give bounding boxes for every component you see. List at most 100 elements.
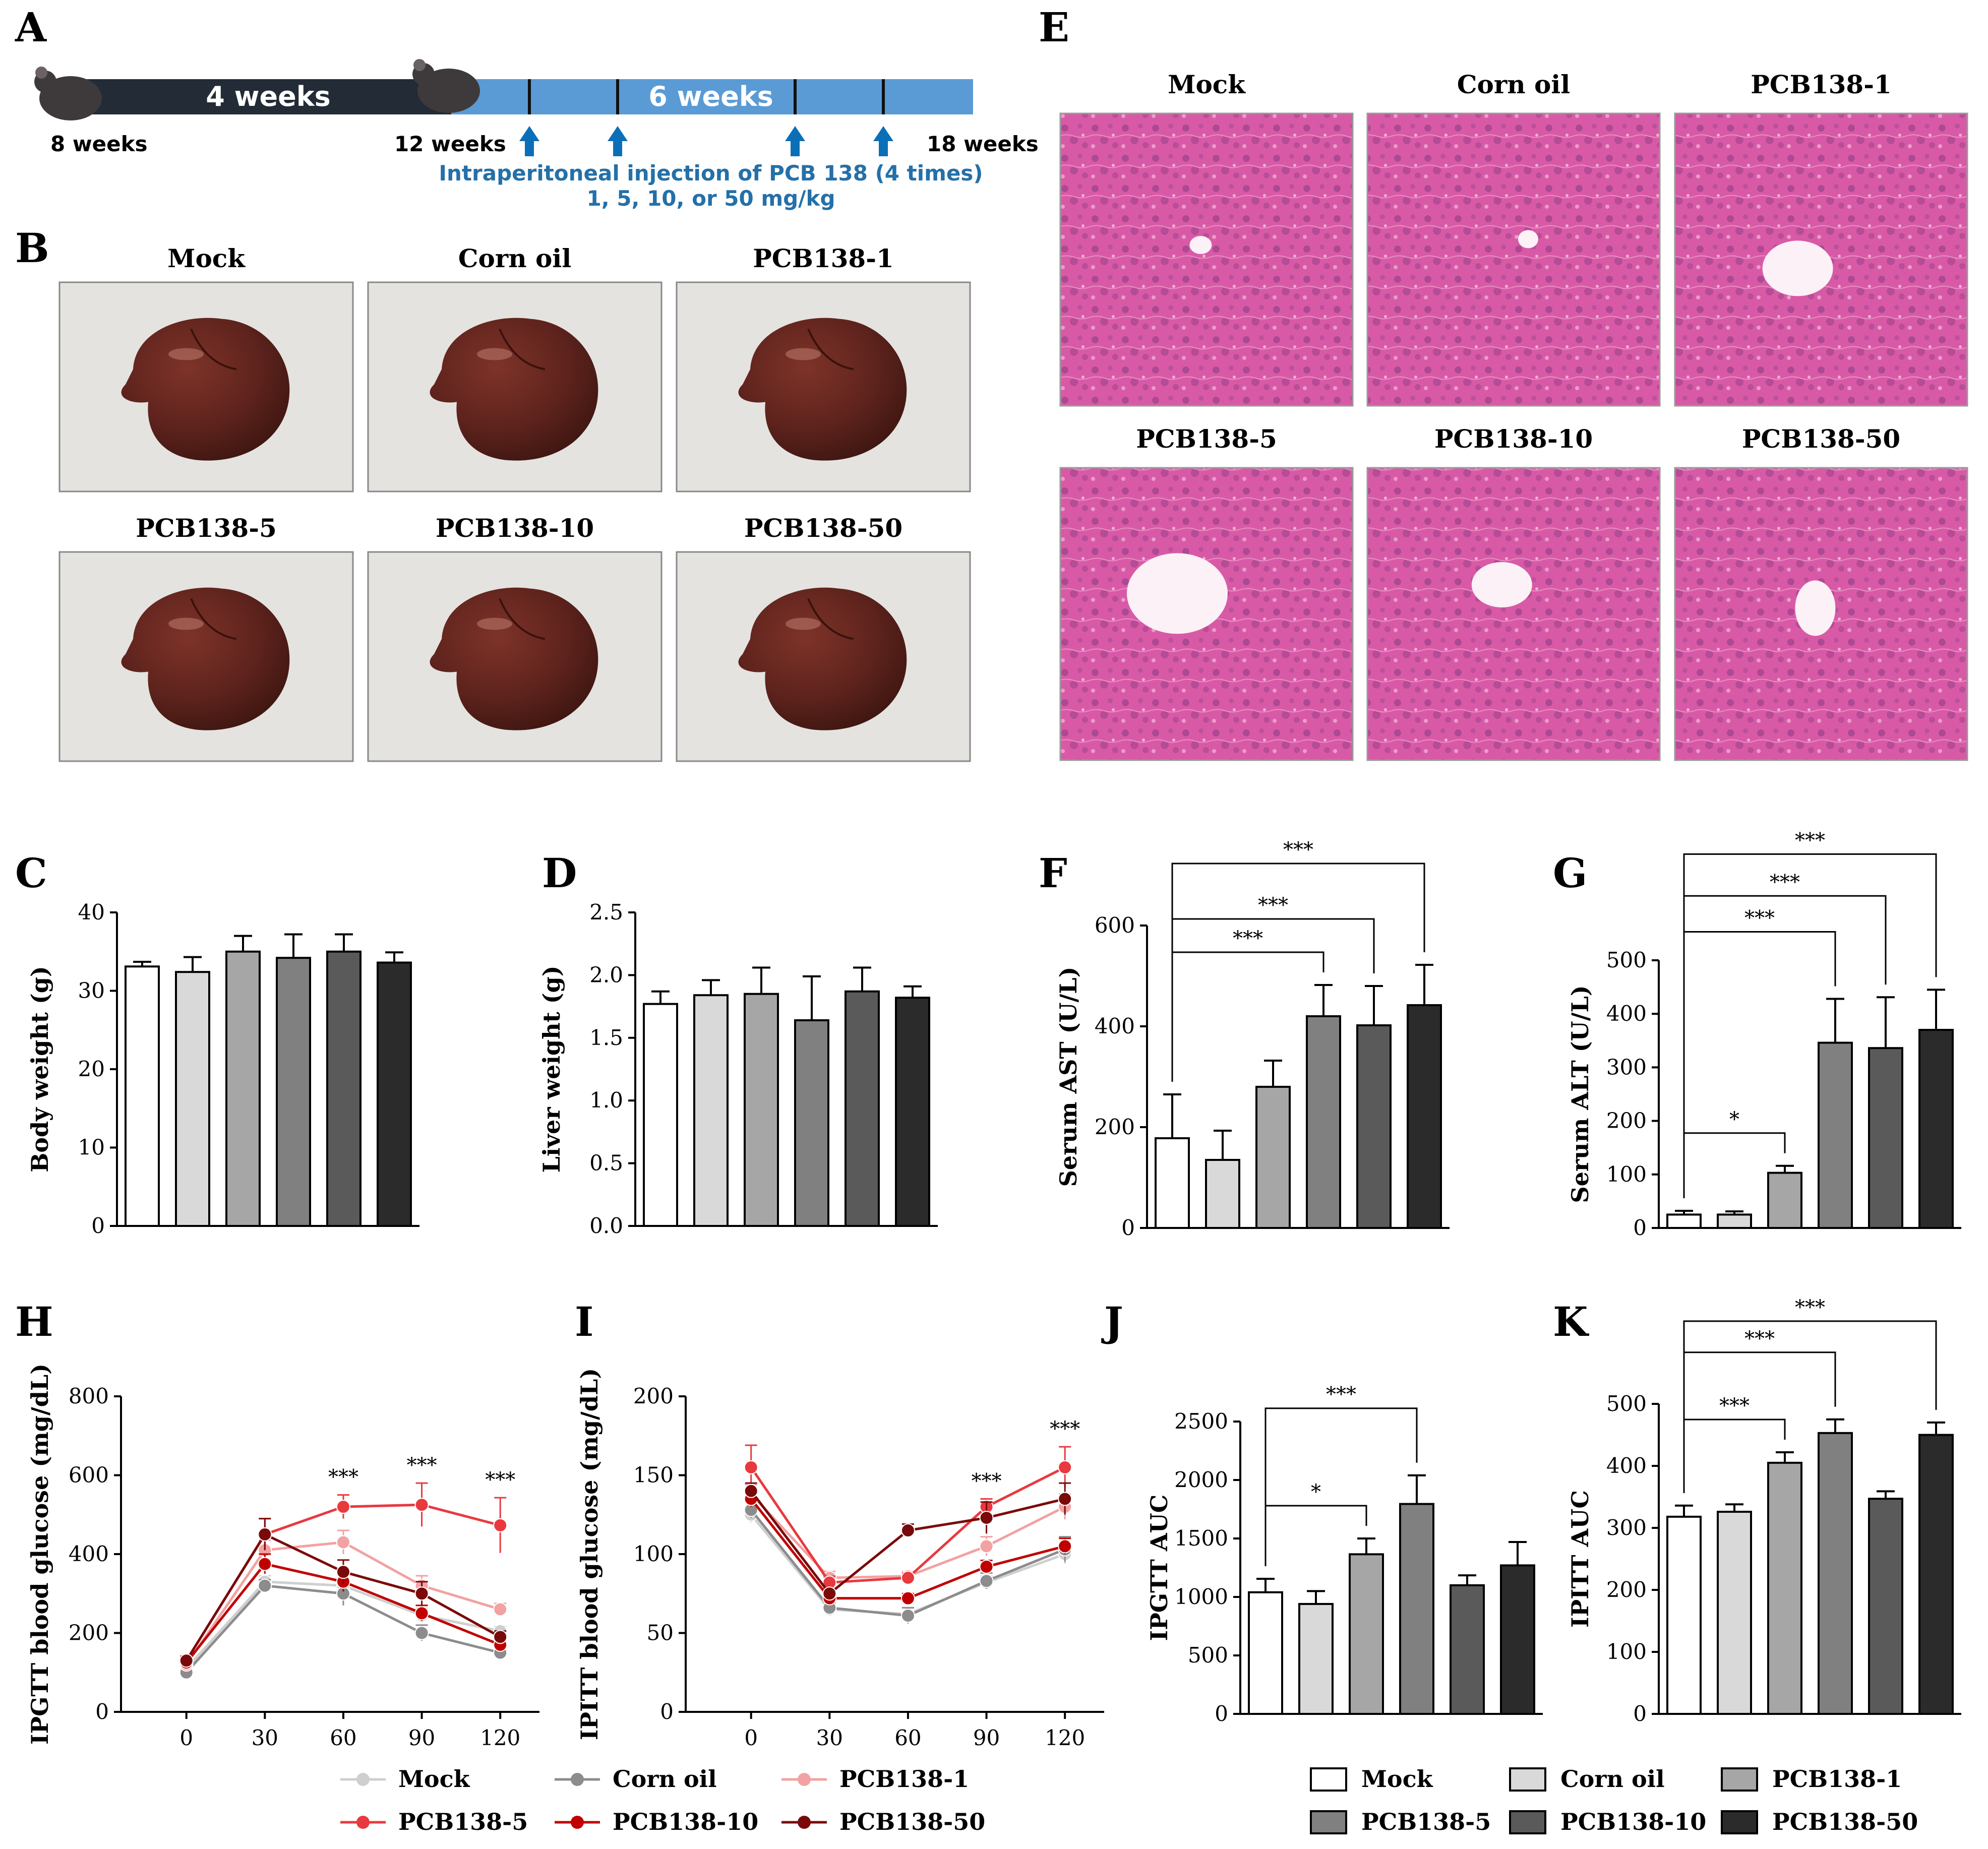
bar-PCB138-50 bbox=[1500, 1564, 1535, 1715]
central-vein bbox=[1762, 240, 1833, 296]
panel-letter-C: C bbox=[15, 849, 47, 897]
timeline-mid-label: 12 weeks bbox=[394, 132, 506, 156]
histology-label: PCB138-5 bbox=[1136, 424, 1277, 454]
legend-bar-swatch bbox=[1310, 1810, 1347, 1834]
histology-label: Mock bbox=[1168, 70, 1246, 99]
bar-Corn oil bbox=[1205, 1159, 1240, 1229]
bar-PCB138-50 bbox=[1407, 1004, 1442, 1229]
central-vein bbox=[1189, 236, 1212, 254]
significance-label: *** bbox=[972, 1469, 1002, 1493]
significance-label: *** bbox=[1283, 838, 1313, 861]
liver-highlight bbox=[786, 348, 821, 360]
significance-label: *** bbox=[1719, 1394, 1750, 1417]
y-axis-label: Liver weight (g) bbox=[538, 966, 565, 1173]
liver-lobe-line bbox=[807, 598, 854, 640]
y-tick-label: 0 bbox=[1633, 1215, 1647, 1240]
data-point-Corn oil bbox=[414, 1626, 429, 1640]
y-tick-label: 800 bbox=[69, 1384, 109, 1408]
significance-bracket bbox=[1171, 951, 1324, 1082]
bar-PCB138-10 bbox=[1450, 1584, 1485, 1715]
liver-photo-label: Mock bbox=[167, 243, 246, 273]
panel-letter-I: I bbox=[575, 1298, 593, 1345]
bar-PCB138-50 bbox=[1918, 1434, 1954, 1715]
significance-label: *** bbox=[1744, 1327, 1775, 1350]
central-vein bbox=[1471, 562, 1532, 607]
x-tick-label: 120 bbox=[1045, 1725, 1085, 1750]
injection-arrow-icon bbox=[519, 126, 539, 156]
legend-label: Mock bbox=[398, 1765, 470, 1793]
data-point-Corn oil bbox=[900, 1609, 915, 1623]
data-point-PCB138-50 bbox=[414, 1586, 429, 1601]
data-point-PCB138-10 bbox=[258, 1557, 272, 1571]
legend-marker-icon bbox=[798, 1816, 811, 1829]
liver-photo-label: PCB138-10 bbox=[436, 513, 594, 543]
data-point-PCB138-5 bbox=[900, 1570, 915, 1585]
chart-F: 0 200 400 600 Serum AST (U/L) *** *** *** bbox=[1055, 838, 1450, 1240]
bar-Mock bbox=[1155, 1137, 1190, 1229]
bar-Corn oil bbox=[1298, 1603, 1334, 1715]
legend-label: PCB138-10 bbox=[1560, 1808, 1706, 1835]
bar-PCB138-10 bbox=[845, 990, 880, 1227]
data-point-PCB138-10 bbox=[900, 1591, 915, 1606]
legend-label: PCB138-50 bbox=[839, 1808, 985, 1835]
significance-label: *** bbox=[328, 1466, 358, 1489]
central-vein bbox=[1795, 580, 1836, 636]
significance-label: *** bbox=[1233, 927, 1263, 950]
legend-label: PCB138-50 bbox=[1772, 1808, 1918, 1835]
bar-PCB138-1 bbox=[1255, 1086, 1291, 1229]
data-point-PCB138-5 bbox=[744, 1460, 758, 1474]
y-tick-label: 100 bbox=[1606, 1639, 1647, 1664]
legend-marker-icon bbox=[571, 1773, 584, 1786]
bar-PCB138-1 bbox=[225, 950, 261, 1227]
liver-highlight bbox=[168, 348, 204, 360]
y-tick-label: 0 bbox=[91, 1213, 105, 1238]
liver-photo-label: PCB138-5 bbox=[136, 513, 277, 543]
y-tick-label: 40 bbox=[78, 900, 105, 924]
bar-PCB138-1 bbox=[1767, 1461, 1802, 1715]
significance-label: *** bbox=[1795, 829, 1825, 852]
data-point-Corn oil bbox=[979, 1574, 994, 1588]
liver-lobe-line bbox=[190, 328, 237, 371]
chart-I: 0 50 100 150 200 0 30 60 90 120 IPITT blood glucos… bbox=[576, 1368, 1104, 1750]
y-tick-label: 400 bbox=[1095, 1014, 1135, 1038]
significance-label: *** bbox=[1050, 1417, 1080, 1441]
y-tick-label: 10 bbox=[78, 1135, 105, 1160]
y-tick-label: 1.5 bbox=[589, 1025, 623, 1050]
liver-highlight bbox=[477, 618, 512, 630]
legend-bar-swatch bbox=[1721, 1767, 1758, 1792]
significance-bracket bbox=[1171, 862, 1425, 1082]
legend-label: PCB138-1 bbox=[839, 1765, 969, 1793]
y-tick-label: 0 bbox=[660, 1699, 674, 1724]
liver-image bbox=[430, 318, 598, 461]
y-tick-label: 400 bbox=[69, 1542, 109, 1566]
legend-marker-icon bbox=[356, 1816, 370, 1829]
data-point-PCB138-50 bbox=[336, 1565, 350, 1579]
liver-lobe-line bbox=[807, 328, 854, 371]
data-point-PCB138-50 bbox=[979, 1511, 994, 1525]
y-tick-label: 300 bbox=[1606, 1055, 1647, 1079]
liver-lobe-line bbox=[499, 598, 546, 640]
y-tick-label: 150 bbox=[633, 1463, 674, 1488]
y-tick-label: 200 bbox=[1095, 1115, 1135, 1139]
liver-image bbox=[121, 318, 290, 461]
y-tick-label: 500 bbox=[1606, 1391, 1647, 1416]
bar-PCB138-5 bbox=[794, 1019, 829, 1227]
mouse-ear-icon bbox=[35, 67, 47, 79]
x-tick-label: 30 bbox=[252, 1725, 278, 1750]
y-tick-label: 0.0 bbox=[589, 1213, 623, 1238]
data-point-PCB138-1 bbox=[493, 1602, 508, 1617]
bar-PCB138-10 bbox=[1868, 1047, 1903, 1229]
significance-label: * bbox=[1729, 1108, 1739, 1131]
legend-label: PCB138-5 bbox=[1361, 1808, 1491, 1835]
legend-marker-icon bbox=[571, 1816, 584, 1829]
significance-label: *** bbox=[1258, 894, 1288, 917]
y-axis-label: Serum AST (U/L) bbox=[1055, 967, 1082, 1187]
histology-image bbox=[1059, 112, 1354, 407]
chart-C: 0 10 20 30 40 Body weight (g) bbox=[26, 900, 419, 1238]
liver-image bbox=[738, 587, 907, 730]
liver-highlight bbox=[477, 348, 512, 360]
panel-letter-H: H bbox=[15, 1298, 53, 1345]
panel-letter-K: K bbox=[1553, 1298, 1589, 1345]
bar-PCB138-10 bbox=[1868, 1498, 1903, 1715]
